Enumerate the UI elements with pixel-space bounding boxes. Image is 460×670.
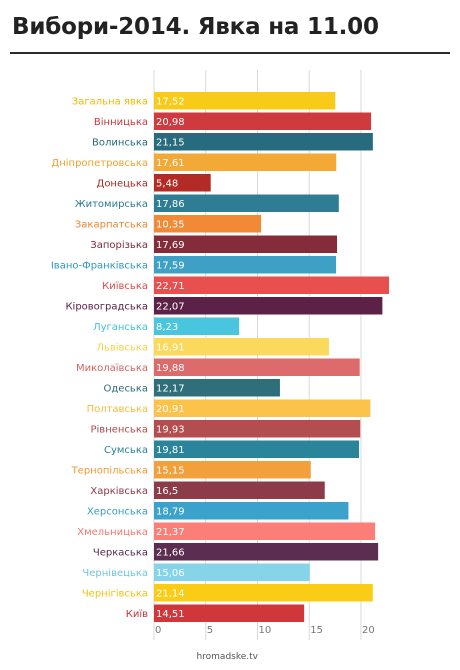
bar (154, 563, 310, 581)
chart-title: Вибори-2014. Явка на 11.00 (12, 14, 379, 40)
bar (154, 215, 262, 233)
category-label: Хмельницька (77, 527, 148, 538)
bar (154, 420, 361, 438)
bar-value-label: 17,59 (156, 261, 185, 272)
bar (154, 153, 337, 171)
category-label: Львівська (96, 342, 148, 354)
category-label: Донецька (97, 179, 149, 190)
bar-value-label: 20,91 (156, 404, 185, 415)
bar-value-label: 22,07 (156, 302, 185, 313)
category-label: Кіровоградська (65, 301, 148, 313)
bar-value-label: 5,48 (156, 179, 178, 190)
bar (154, 338, 329, 356)
bar (154, 92, 336, 110)
category-label: Харківська (90, 485, 148, 497)
bar (154, 379, 280, 397)
category-label: Рівненська (91, 424, 149, 436)
bar-value-label: 8,23 (156, 322, 178, 333)
bar (154, 522, 376, 540)
category-label: Волинська (92, 138, 148, 149)
bar-value-label: 17,69 (156, 240, 185, 251)
category-label: Закарпатська (75, 220, 148, 231)
bar (154, 358, 360, 376)
category-label: Черкаська (93, 548, 148, 559)
category-label: Тернопільська (71, 465, 148, 477)
x-tick-label: 10 (258, 625, 271, 636)
bar-value-label: 19,93 (156, 425, 185, 436)
bar (154, 461, 311, 479)
bar-value-label: 17,86 (156, 199, 185, 210)
bar-value-label: 21,66 (156, 548, 185, 559)
category-label: Київ (126, 609, 148, 620)
bar (154, 276, 389, 294)
bar-value-label: 10,35 (156, 220, 185, 231)
bar (154, 543, 379, 561)
source-credit: hromadske.tv (196, 652, 258, 662)
bar (154, 584, 373, 602)
bar-value-label: 15,06 (156, 568, 185, 579)
bar (154, 297, 383, 315)
bar-value-label: 22,71 (156, 281, 185, 292)
category-label: Івано-Франківська (51, 260, 148, 272)
category-label: Миколаївська (76, 363, 148, 374)
x-tick-label: 15 (310, 625, 323, 636)
bar (154, 399, 371, 417)
category-label: Житомирська (75, 199, 148, 210)
bar (154, 235, 338, 253)
category-label: Чернігівська (82, 588, 148, 600)
bar (154, 256, 337, 274)
category-label: Одеська (104, 384, 149, 395)
category-label: Загальна явка (72, 97, 148, 108)
bar-value-label: 15,15 (156, 466, 185, 477)
bar-value-label: 21,37 (156, 527, 185, 538)
bar (154, 502, 349, 520)
bar-value-label: 19,81 (156, 445, 185, 456)
bar (154, 604, 305, 622)
bar-value-label: 17,61 (156, 158, 185, 169)
x-tick-label: 5 (207, 625, 213, 636)
bar (154, 317, 240, 335)
bar-value-label: 19,88 (156, 363, 185, 374)
category-label: Полтавська (87, 404, 148, 415)
title-rule (10, 52, 450, 54)
bar (154, 440, 359, 458)
bar (154, 481, 325, 499)
category-label: Київська (102, 281, 148, 292)
category-label: Сумська (104, 445, 148, 456)
bar-value-label: 16,5 (156, 486, 178, 497)
bar-value-label: 20,98 (156, 117, 185, 128)
x-tick-label: 20 (362, 625, 375, 636)
category-label: Херсонська (87, 507, 148, 518)
bar-value-label: 21,14 (156, 589, 185, 600)
category-label: Луганська (93, 322, 148, 333)
bar-value-label: 21,15 (156, 138, 185, 149)
bar (154, 112, 372, 130)
bar (154, 174, 211, 192)
bar-value-label: 16,91 (156, 343, 185, 354)
category-label: Вінницька (94, 116, 148, 128)
bar-value-label: 14,51 (156, 609, 185, 620)
bar (154, 133, 373, 151)
x-tick-label: 0 (155, 625, 161, 636)
category-label: Чернівецька (82, 567, 148, 579)
bar-value-label: 12,17 (156, 384, 185, 395)
category-label: Запорізька (90, 239, 148, 251)
bar-value-label: 18,79 (156, 507, 185, 518)
category-label: Дніпропетровська (51, 157, 148, 169)
bar (154, 194, 339, 212)
bar-value-label: 17,52 (156, 97, 185, 108)
